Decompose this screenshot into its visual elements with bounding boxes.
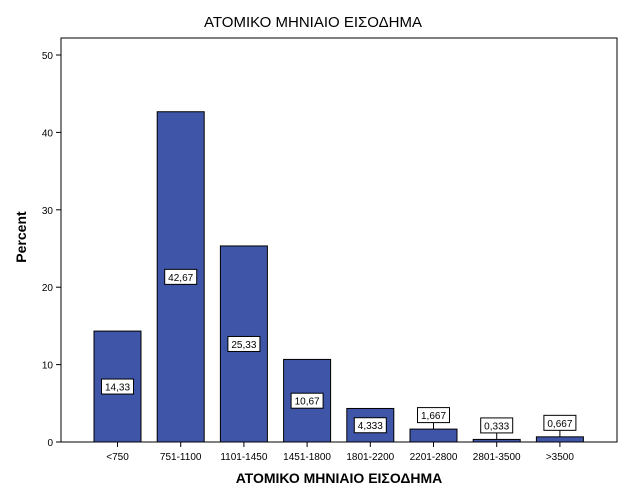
bar: [535, 436, 584, 443]
x-tick-label: <750: [106, 452, 129, 463]
data-label-text: 10,67: [295, 397, 320, 408]
x-tick-label: >3500: [546, 452, 575, 463]
data-label: 1,667: [417, 407, 450, 430]
x-tick-label: 1101-1450: [220, 452, 268, 463]
y-tick-label: 50: [42, 51, 54, 62]
x-axis: <750 751-1100 1101-1450 1451-1800 1801-2200 2…: [106, 442, 574, 463]
data-label: 42,67: [164, 268, 198, 285]
data-label-box: [353, 417, 387, 434]
y-tick-label: 0: [47, 438, 53, 449]
data-label: 0,667: [543, 414, 577, 437]
data-labels: 14,33 42,67 25,33 10,67 4,333 1,667 0,333 0,667: [101, 268, 577, 440]
data-label: 4,333: [353, 417, 387, 434]
data-label-box: [290, 392, 324, 409]
y-tick-label: 20: [42, 283, 54, 294]
data-label: 25,33: [227, 335, 261, 352]
data-label-text: 42,67: [168, 273, 193, 284]
data-label-box: [227, 335, 261, 352]
y-axis-title: Percent: [13, 211, 29, 263]
data-label: 14,33: [101, 378, 134, 395]
data-label-text: 0,667: [547, 419, 572, 430]
x-tick-label: 2801-3500: [473, 452, 521, 463]
y-tick-label: 40: [42, 128, 54, 139]
x-tick-label: 1451-1800: [283, 452, 331, 463]
data-label-box: [101, 378, 134, 395]
data-label-text: 25,33: [231, 340, 256, 351]
data-label-text: 14,33: [105, 383, 130, 394]
bar: [472, 438, 521, 443]
y-tick-label: 30: [42, 206, 54, 217]
chart-title: ΑΤΟΜΙΚΟ ΜΗΝΙΑΙΟ ΕΙΣΟΔΗΜΑ: [204, 14, 422, 31]
data-label-box: [164, 268, 198, 285]
y-tick-label: 10: [42, 361, 54, 372]
data-label-text: 1,667: [421, 411, 446, 422]
plot-frame: [60, 37, 618, 443]
bar: [409, 428, 458, 443]
data-label-box: [480, 417, 514, 434]
data-label-box: [417, 407, 450, 424]
y-axis: 0 10 20 30 40 50: [42, 51, 61, 449]
x-tick-label: 2201-2800: [410, 452, 458, 463]
x-tick-label: 751-1100: [160, 452, 202, 463]
data-label-text: 4,333: [358, 421, 383, 432]
data-label-box: [543, 414, 577, 431]
data-label: 0,333: [480, 417, 514, 440]
data-label-text: 0,333: [484, 421, 509, 432]
data-label: 10,67: [290, 392, 324, 409]
x-axis-title: ΑΤΟΜΙΚΟ ΜΗΝΙΑΙΟ ΕΙΣΟΔΗΜΑ: [236, 470, 443, 486]
x-tick-label: 1801-2200: [346, 452, 394, 463]
